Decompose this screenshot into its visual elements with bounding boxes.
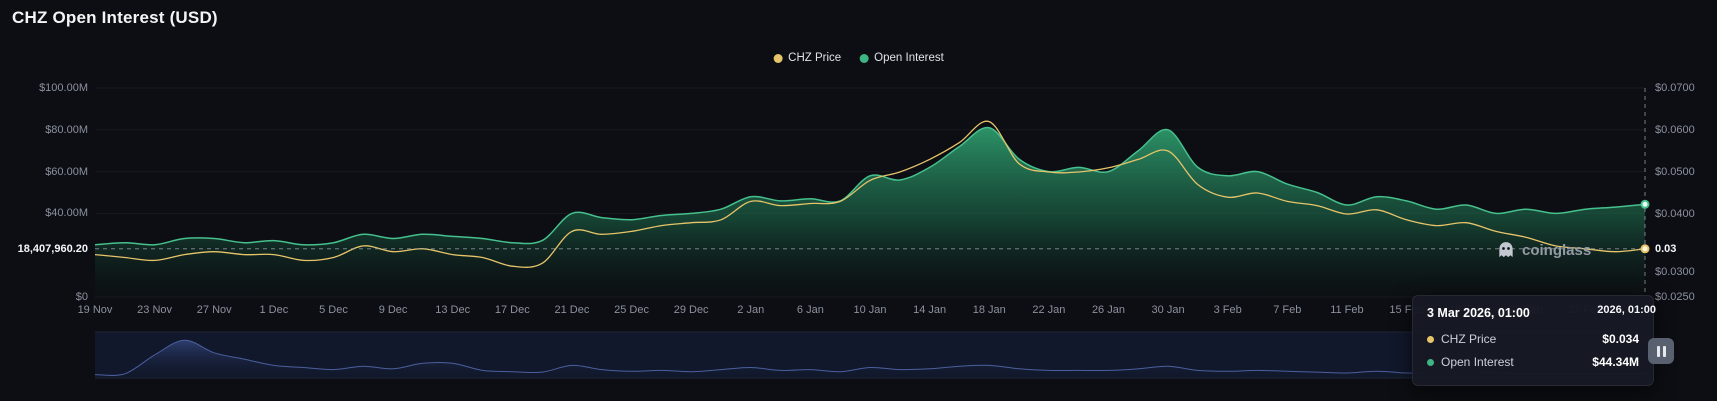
chz-price-legend-dot <box>773 53 783 63</box>
coinglass-ghost-icon <box>1499 242 1513 258</box>
coinglass-watermark: coinglass <box>1496 240 1591 260</box>
pause-icon <box>1656 345 1660 357</box>
right-axis-current-value: 0.03 <box>1655 242 1677 255</box>
legend-label-open-interest: Open Interest <box>874 52 944 64</box>
navigator-pause-button[interactable] <box>1648 338 1674 364</box>
tooltip-label-open-interest: Open Interest <box>1441 355 1514 369</box>
tooltip-date: 3 Mar 2026, 01:00 <box>1427 306 1530 320</box>
tooltip-row-chz-price: CHZ Price $0.034 <box>1427 329 1639 350</box>
legend-item-chz-price[interactable]: CHZ Price <box>773 52 841 64</box>
open-interest-dot <box>1427 359 1434 366</box>
navigator-line <box>94 339 1645 376</box>
chz-price-dot <box>1427 336 1434 343</box>
legend: CHZ Price Open Interest <box>773 52 944 64</box>
legend-label-chz-price: CHZ Price <box>788 52 842 64</box>
x-axis-current-value: 2026, 01:00 <box>1597 304 1656 316</box>
page-title: CHZ Open Interest (USD) <box>12 8 218 27</box>
open-interest-legend-dot <box>859 53 869 63</box>
tooltip-value-chz-price: $0.034 <box>1602 332 1639 346</box>
pause-icon <box>1662 345 1666 357</box>
open-interest-end-dot <box>1640 199 1650 209</box>
tooltip-label-chz-price: CHZ Price <box>1441 332 1497 346</box>
left-axis-current-value: 18,407,960.20 <box>17 242 88 255</box>
legend-item-open-interest[interactable]: Open Interest <box>859 52 944 64</box>
watermark-text: coinglass <box>1522 241 1592 259</box>
open-interest-line <box>94 126 1646 246</box>
tooltip-row-open-interest: Open Interest $44.34M <box>1427 352 1639 373</box>
chz-price-end-dot <box>1640 244 1650 254</box>
tooltip-value-open-interest: $44.34M <box>1592 355 1639 369</box>
open-interest-area <box>95 127 1645 297</box>
chart-tooltip: 3 Mar 2026, 01:00 CHZ Price $0.034 Open … <box>1412 295 1654 386</box>
